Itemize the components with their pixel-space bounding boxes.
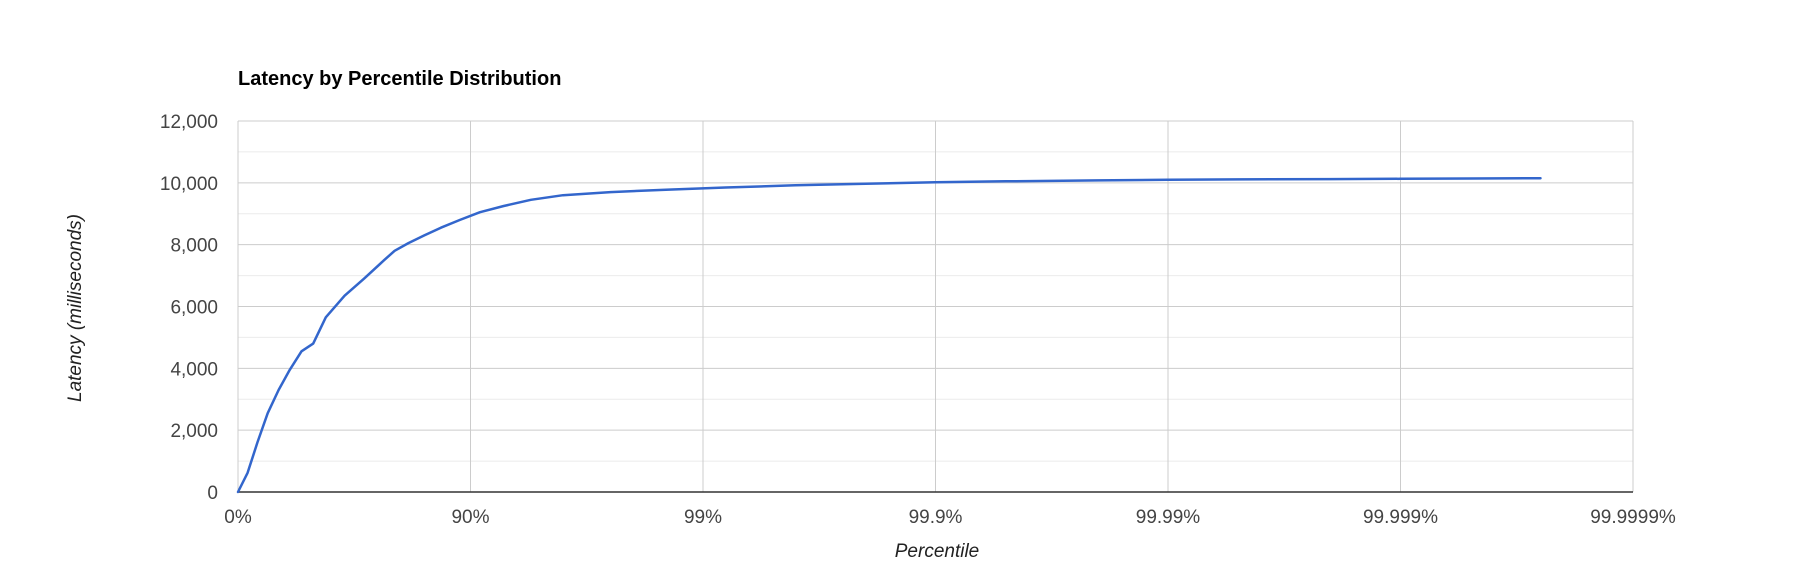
x-tick-label: 99.9999% (1590, 507, 1676, 528)
y-axis-title: Latency (milliseconds) (65, 214, 86, 402)
x-tick-label: 90% (451, 507, 489, 528)
tick-layer: 0 2,000 4,000 6,000 8,000 10,000 12,000 0% 90% 99… (160, 112, 1676, 528)
x-tick-label: 99.99% (1136, 507, 1201, 528)
y-tick-label: 8,000 (170, 236, 218, 257)
grid-layer (237, 120, 1634, 493)
y-tick-label: 4,000 (170, 359, 218, 380)
x-tick-label: 99.9% (909, 507, 963, 528)
x-tick-label: 99.999% (1363, 507, 1438, 528)
chart-title: Latency by Percentile Distribution (238, 68, 561, 90)
y-tick-label: 10,000 (160, 174, 218, 195)
x-tick-label: 99% (684, 507, 722, 528)
y-tick-label: 0 (207, 483, 218, 504)
x-axis-title: Percentile (895, 541, 980, 562)
series-line (236, 176, 1542, 494)
y-tick-label: 2,000 (170, 421, 218, 442)
y-tick-label: 6,000 (170, 298, 218, 319)
y-tick-label: 12,000 (160, 112, 218, 133)
x-tick-label: 0% (224, 507, 252, 528)
